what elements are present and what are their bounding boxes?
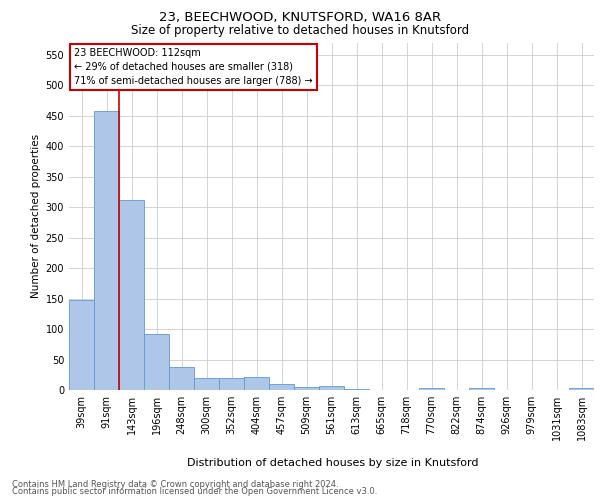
Text: Contains public sector information licensed under the Open Government Licence v3: Contains public sector information licen… — [12, 487, 377, 496]
Text: 23 BEECHWOOD: 112sqm
← 29% of detached houses are smaller (318)
71% of semi-deta: 23 BEECHWOOD: 112sqm ← 29% of detached h… — [74, 48, 313, 86]
Bar — [569, 388, 594, 390]
Bar — [144, 334, 169, 390]
Bar — [319, 386, 344, 390]
Bar — [169, 367, 194, 390]
Bar — [294, 387, 319, 390]
Bar — [94, 112, 119, 390]
Bar — [219, 378, 244, 390]
Y-axis label: Number of detached properties: Number of detached properties — [31, 134, 41, 298]
Bar — [194, 378, 219, 390]
Bar — [469, 388, 494, 390]
Text: Distribution of detached houses by size in Knutsford: Distribution of detached houses by size … — [187, 458, 479, 468]
Bar — [269, 384, 294, 390]
Bar — [244, 376, 269, 390]
Text: Contains HM Land Registry data © Crown copyright and database right 2024.: Contains HM Land Registry data © Crown c… — [12, 480, 338, 489]
Bar — [69, 300, 94, 390]
Bar — [119, 200, 144, 390]
Bar — [419, 388, 444, 390]
Text: Size of property relative to detached houses in Knutsford: Size of property relative to detached ho… — [131, 24, 469, 37]
Text: 23, BEECHWOOD, KNUTSFORD, WA16 8AR: 23, BEECHWOOD, KNUTSFORD, WA16 8AR — [159, 12, 441, 24]
